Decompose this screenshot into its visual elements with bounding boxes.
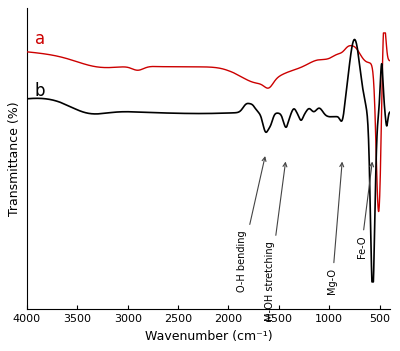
Text: b: b (35, 82, 46, 100)
Y-axis label: Transmittance (%): Transmittance (%) (8, 101, 21, 216)
Text: M-OH stretching: M-OH stretching (265, 163, 287, 320)
Text: a: a (35, 30, 45, 48)
X-axis label: Wavenumber (cm⁻¹): Wavenumber (cm⁻¹) (144, 330, 272, 343)
Text: Mg-O: Mg-O (327, 163, 344, 294)
Text: Fe-O: Fe-O (356, 163, 374, 258)
Text: O-H bending: O-H bending (236, 157, 266, 292)
